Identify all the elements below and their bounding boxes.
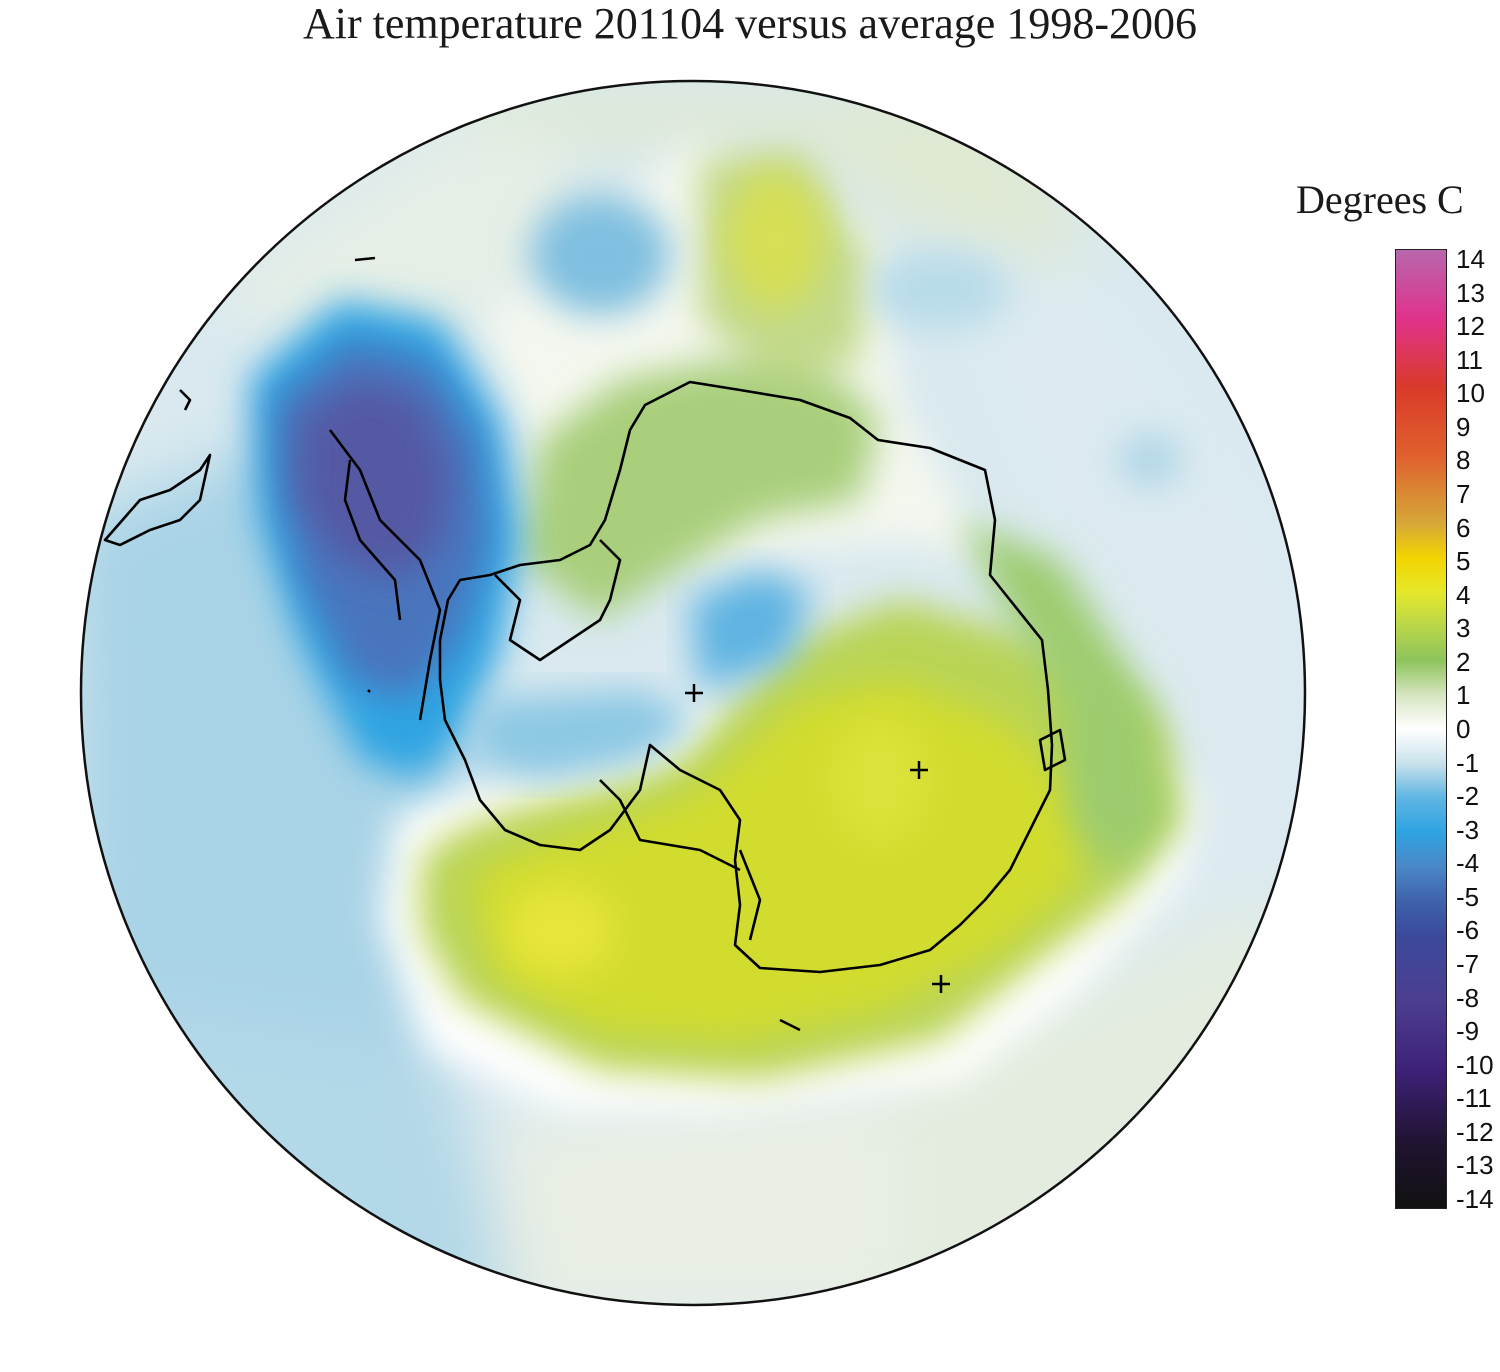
scale-tick-label: 12 [1456, 311, 1485, 342]
scale-tick-label: 2 [1456, 646, 1471, 677]
scale-tick-label: 14 [1456, 244, 1485, 274]
scale-tick-label: 1 [1456, 680, 1471, 711]
scale-tick-label: -13 [1456, 1150, 1494, 1181]
scale-tick-label: 4 [1456, 579, 1471, 610]
plus-marker-icon [932, 975, 950, 993]
scale-tick-label: -4 [1456, 848, 1480, 879]
scale-tick-label: 9 [1456, 411, 1471, 442]
scale-tick-label: -14 [1456, 1184, 1494, 1214]
map-boundary-circle [79, 79, 1307, 1307]
scale-tick-label: -3 [1456, 814, 1480, 845]
scale-tick-label: 7 [1456, 479, 1471, 509]
scale-tick-label: 10 [1456, 378, 1485, 409]
map-title: Air temperature 201104 versus average 19… [303, 0, 1197, 48]
scale-tick-label: -1 [1456, 747, 1480, 778]
scale-tick-label: -11 [1456, 1083, 1492, 1114]
plus-marker-icon [685, 684, 703, 702]
scale-tick-label: 0 [1456, 714, 1471, 744]
scale-tick-label: -10 [1456, 1049, 1494, 1080]
scale-tick-label: -2 [1456, 781, 1480, 812]
scale-tick-label: 13 [1456, 277, 1485, 308]
marker-plus-icons [685, 684, 950, 993]
scale-tick-label: -5 [1456, 881, 1480, 912]
scale-tick-label: 5 [1456, 546, 1471, 577]
legend-title: Degrees C [1296, 177, 1464, 222]
scale-tick-label: 11 [1456, 344, 1483, 375]
scale-tick-label: -8 [1456, 982, 1480, 1013]
scale-tick-label: -9 [1456, 1016, 1480, 1047]
scale-tick-label: -6 [1456, 915, 1480, 946]
plus-marker-icon [910, 761, 928, 779]
scale-tick-label: 8 [1456, 445, 1471, 476]
scale-tick-label: 3 [1456, 613, 1471, 644]
antarctica-coastline [103, 256, 1067, 1032]
color-scale-bar [1395, 249, 1447, 1209]
scale-tick-label: -12 [1456, 1116, 1494, 1147]
color-scale-labels: 14 13 12 11 10 9 8 7 6 5 4 3 2 1 0 -1 -2 -3 -4 -5 -6 -7 -8 -9 -1… [1456, 0, 1500, 1372]
scale-tick-label: -7 [1456, 949, 1480, 979]
scale-tick-label: 6 [1456, 512, 1471, 543]
